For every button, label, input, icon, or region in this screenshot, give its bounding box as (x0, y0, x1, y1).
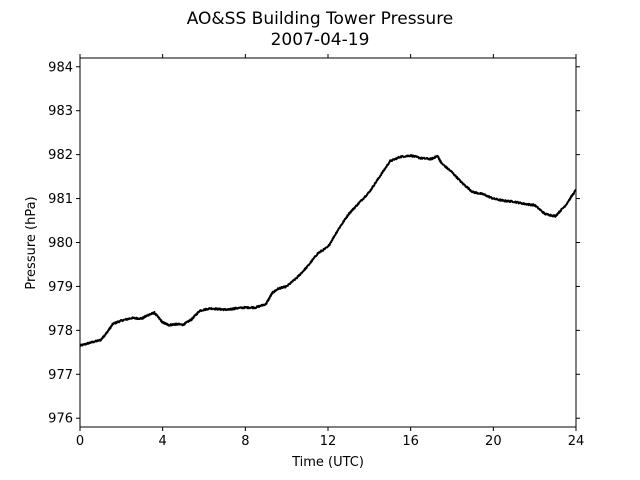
y-tick-label-6: 982 (48, 148, 73, 163)
y-tick-label-4: 980 (48, 236, 73, 251)
x-tick-label-0: 0 (76, 434, 84, 449)
pressure-series-line (79, 154, 577, 347)
x-tick-label-4: 16 (402, 434, 419, 449)
y-tick-label-3: 979 (48, 280, 73, 295)
chart-title: AO&SS Building Tower Pressure (187, 9, 454, 29)
plot-frame (79, 57, 577, 428)
y-axis-label: Pressure (hPa) (24, 196, 39, 289)
y-tick-label-5: 981 (48, 192, 73, 207)
x-axis: 0 4 8 12 16 20 24 (76, 54, 584, 449)
x-tick-label-6: 24 (568, 434, 585, 449)
x-tick-label-1: 4 (159, 434, 167, 449)
y-axis: 976 977 978 979 980 981 982 983 984 (48, 60, 580, 427)
y-tick-label-1: 977 (48, 368, 73, 383)
y-tick-label-0: 976 (48, 412, 73, 427)
x-axis-label: Time (UTC) (291, 455, 364, 470)
y-tick-label-7: 983 (48, 104, 73, 119)
y-tick-label-8: 984 (48, 60, 73, 75)
x-tick-label-2: 8 (241, 434, 249, 449)
chart-subtitle: 2007-04-19 (271, 30, 370, 50)
x-tick-label-3: 12 (320, 434, 337, 449)
x-tick-label-5: 20 (485, 434, 502, 449)
y-tick-label-2: 978 (48, 324, 73, 339)
